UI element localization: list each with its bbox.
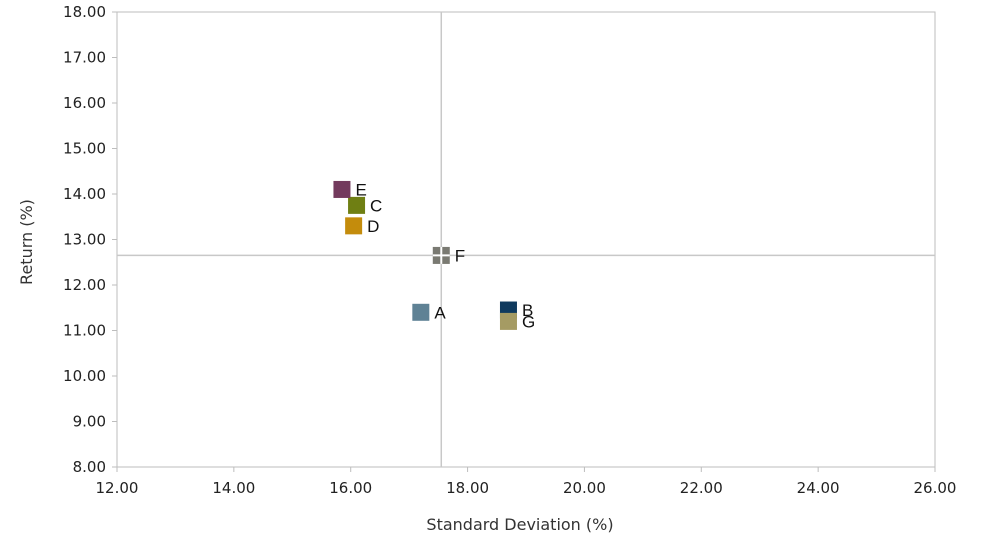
x-tick-label: 20.00	[563, 479, 606, 497]
y-tick-label: 12.00	[63, 276, 106, 294]
y-tick-label: 10.00	[63, 367, 106, 385]
y-tick-label: 8.00	[73, 458, 106, 476]
x-tick-label: 18.00	[446, 479, 489, 497]
x-tick-label: 22.00	[680, 479, 723, 497]
y-tick-label: 15.00	[63, 140, 106, 158]
point-label: G	[522, 312, 535, 331]
x-tick-label: 12.00	[96, 479, 139, 497]
y-tick-label: 16.00	[63, 94, 106, 112]
data-point-c: C	[348, 196, 382, 215]
data-point-e: E	[333, 180, 367, 199]
point-label: B	[522, 301, 533, 320]
data-points: A B CDE F G	[333, 180, 535, 331]
y-tick-label: 9.00	[73, 413, 106, 431]
plot-area-border	[116, 11, 936, 468]
point-marker	[333, 180, 351, 198]
point-label: D	[367, 217, 379, 236]
data-point-f: F	[432, 246, 465, 265]
x-axis-title: Standard Deviation (%)	[426, 515, 613, 534]
data-point-d: D	[345, 217, 379, 236]
data-point-g: G	[499, 312, 535, 331]
y-tick-label: 17.00	[63, 49, 106, 67]
x-tick-label: 26.00	[914, 479, 957, 497]
point-label: E	[355, 180, 366, 199]
x-tick-label: 24.00	[797, 479, 840, 497]
point-marker	[499, 312, 517, 330]
x-tick-label: 16.00	[329, 479, 372, 497]
y-tick-label: 18.00	[63, 3, 106, 21]
x-tick-label: 14.00	[212, 479, 255, 497]
point-label: A	[434, 303, 446, 322]
point-marker	[348, 196, 366, 214]
y-tick-label: 14.00	[63, 185, 106, 203]
reference-lines	[117, 12, 935, 467]
y-tick-label: 11.00	[63, 322, 106, 340]
point-marker	[345, 217, 363, 235]
y-tick-label: 13.00	[63, 231, 106, 249]
axes-layer: 12.00 14.00 16.00 18.00 20.00 22.00 24.00 26.00…	[63, 3, 956, 497]
y-axis-title: Return (%)	[17, 199, 36, 285]
data-point-a: A	[412, 303, 446, 322]
point-marker	[412, 303, 430, 321]
point-label: C	[370, 196, 382, 215]
point-label: F	[455, 246, 465, 265]
